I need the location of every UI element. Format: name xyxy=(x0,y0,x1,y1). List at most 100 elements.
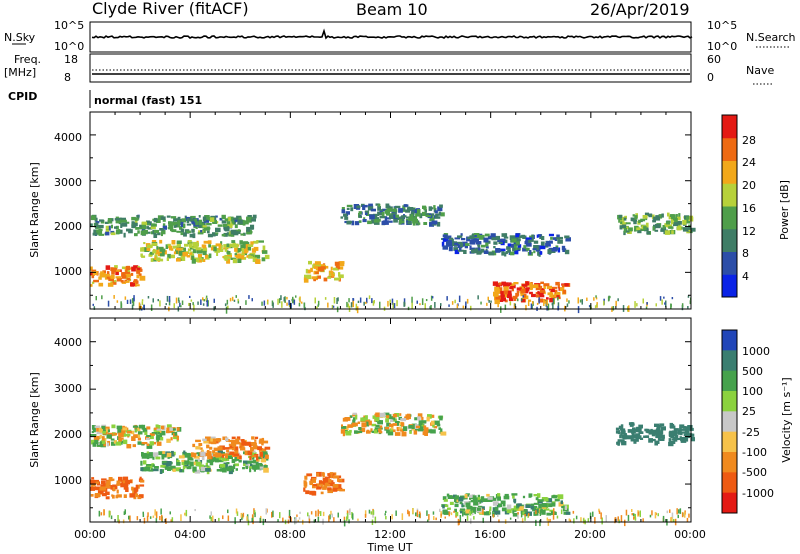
heatmap-cell xyxy=(512,295,518,299)
heatmap-cell xyxy=(618,425,622,430)
heatmap-cell xyxy=(510,283,515,286)
heatmap-cell xyxy=(685,437,689,442)
heatmap-cell xyxy=(551,250,556,253)
heatmap-cell xyxy=(330,474,333,479)
heatmap-cell xyxy=(357,300,360,303)
heatmap-cell xyxy=(126,299,129,304)
heatmap-cell xyxy=(454,508,457,512)
heatmap-cell xyxy=(453,510,455,513)
heatmap-cell xyxy=(154,254,158,259)
heatmap-cell xyxy=(350,207,354,212)
heatmap-cell xyxy=(431,296,434,299)
heatmap-cell xyxy=(362,205,366,210)
heatmap-cell xyxy=(105,273,110,277)
heatmap-cell xyxy=(173,303,175,309)
heatmap-cell xyxy=(648,213,653,218)
heatmap-cell xyxy=(206,450,210,455)
heatmap-cell xyxy=(193,257,200,263)
power-colorbar-band xyxy=(722,206,737,230)
heatmap-cell xyxy=(407,221,412,225)
heatmap-cell xyxy=(516,287,522,291)
heatmap-cell xyxy=(511,493,518,496)
xtick-1600: 16:00 xyxy=(474,528,506,541)
heatmap-cell xyxy=(212,515,214,522)
heatmap-cell xyxy=(561,506,567,509)
heatmap-cell xyxy=(175,297,178,304)
heatmap-cell xyxy=(440,212,445,217)
heatmap-cell xyxy=(110,224,113,229)
heatmap-cell xyxy=(659,438,665,441)
heatmap-cell xyxy=(226,462,230,465)
heatmap-cell xyxy=(454,495,459,500)
heatmap-cell xyxy=(182,465,186,470)
heatmap-cell xyxy=(136,215,140,220)
heatmap-cell xyxy=(549,298,555,303)
heatmap-cell xyxy=(166,463,171,467)
heatmap-cell xyxy=(168,221,172,226)
heatmap-cell xyxy=(379,425,383,429)
heatmap-cell xyxy=(252,459,258,464)
heatmap-cell xyxy=(217,450,223,455)
heatmap-cell xyxy=(146,226,149,229)
heatmap-cell xyxy=(677,216,681,221)
heatmap-cell xyxy=(252,464,257,470)
heatmap-cell xyxy=(498,503,503,508)
heatmap-cell xyxy=(480,496,485,501)
heatmap-cell xyxy=(228,439,234,443)
heatmap-cell xyxy=(292,296,294,304)
heatmap-cell xyxy=(565,237,571,241)
heatmap-cell xyxy=(99,434,102,439)
heatmap-cell xyxy=(660,426,666,431)
heatmap-cell xyxy=(536,302,539,305)
heatmap-cell xyxy=(504,304,507,310)
heatmap-cell xyxy=(410,214,414,219)
heatmap-cell xyxy=(101,436,105,441)
heatmap-cell xyxy=(386,217,391,220)
heatmap-cell xyxy=(364,204,368,208)
heatmap-cell xyxy=(594,305,597,309)
heatmap-cell xyxy=(133,434,139,438)
heatmap-cell xyxy=(385,203,390,209)
heatmap-cell xyxy=(324,482,329,486)
heatmap-cell xyxy=(537,500,543,504)
heatmap-cell xyxy=(347,221,353,224)
heatmap-cell xyxy=(159,228,164,231)
heatmap-cell xyxy=(462,305,465,309)
heatmap-cell xyxy=(537,291,540,295)
heatmap-cell xyxy=(141,299,144,302)
heatmap-cell xyxy=(238,459,242,463)
heatmap-cell xyxy=(379,216,386,219)
heatmap-cell xyxy=(141,454,148,459)
heatmap-cell xyxy=(234,446,239,452)
heatmap-cell xyxy=(387,300,389,307)
heatmap-cell xyxy=(532,507,538,512)
heatmap-cell xyxy=(197,457,200,463)
heatmap-cell xyxy=(509,301,512,306)
heatmap-cell xyxy=(413,429,418,435)
heatmap-cell xyxy=(625,509,628,516)
heatmap-cell xyxy=(644,428,648,432)
heatmap-cell xyxy=(664,223,667,227)
velocity-colorbar xyxy=(722,330,737,514)
heatmap-cell xyxy=(217,224,223,227)
heatmap-cell xyxy=(540,299,546,302)
heatmap-cell xyxy=(577,297,579,304)
freq-strip-frame xyxy=(89,53,692,83)
heatmap-cell xyxy=(506,246,511,250)
heatmap-cell xyxy=(236,454,241,459)
heatmap-cell xyxy=(333,475,339,479)
heatmap-cell xyxy=(233,453,240,457)
heatmap-cell xyxy=(639,426,643,429)
heatmap-cell xyxy=(135,429,138,433)
heatmap-cell xyxy=(661,299,663,305)
heatmap-cell xyxy=(235,253,241,259)
nave-tick-top: 60 xyxy=(707,53,721,66)
heatmap-cell xyxy=(97,490,104,495)
heatmap-cell xyxy=(528,239,532,243)
heatmap-cell xyxy=(334,277,340,281)
heatmap-cell xyxy=(215,227,221,233)
heatmap-cell xyxy=(626,230,630,233)
heatmap-cell xyxy=(202,225,207,228)
vel-tick-25: 25 xyxy=(742,405,756,418)
heatmap-cell xyxy=(568,518,571,522)
